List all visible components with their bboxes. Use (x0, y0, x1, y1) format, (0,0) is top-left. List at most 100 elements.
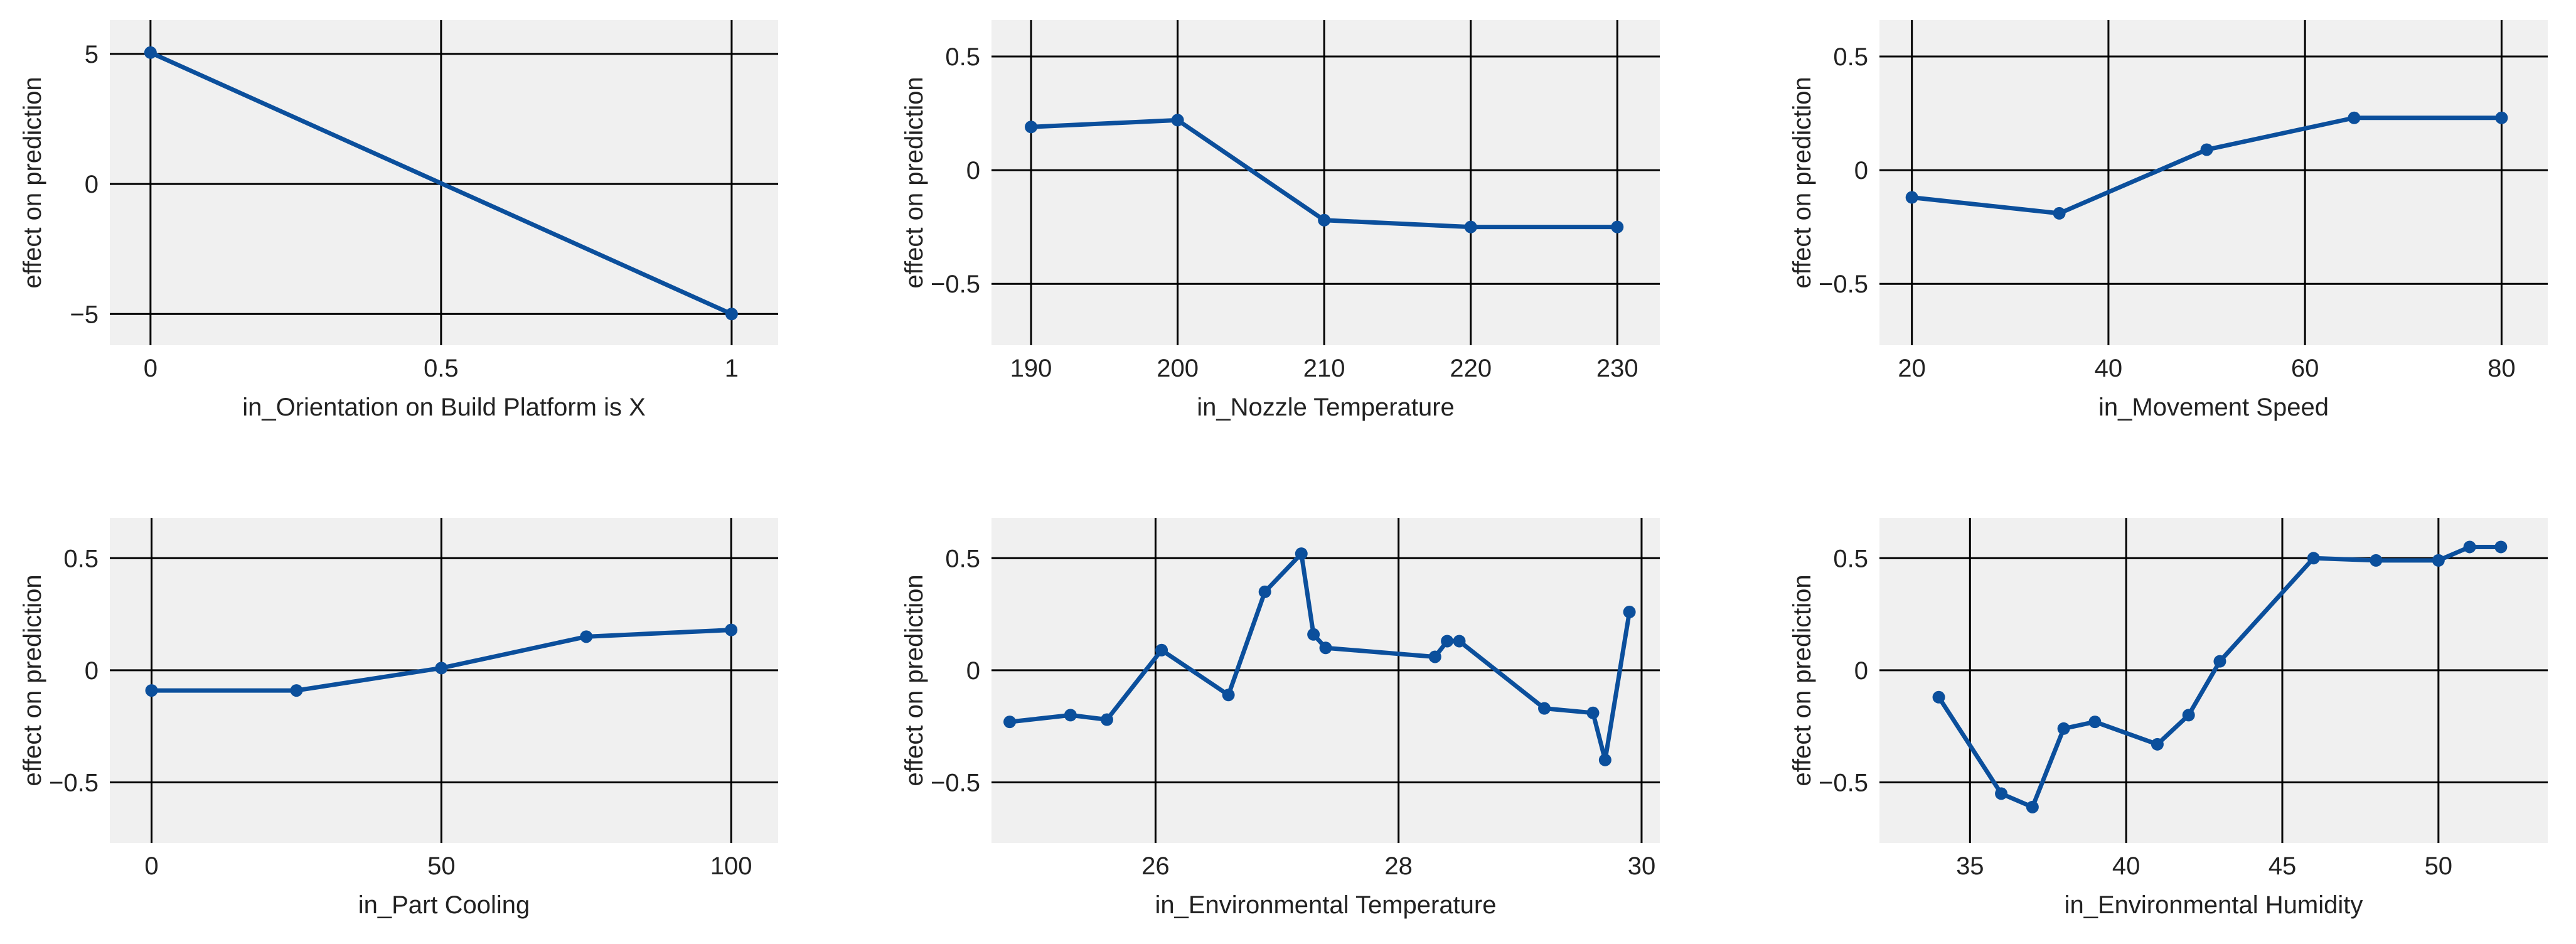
data-point (1598, 753, 1611, 766)
y-tick-label: 0.5 (945, 43, 980, 71)
subplot-3: 20 40 60 80 −0.5 0 0.5 in_Movement Speed effect … (1788, 20, 2548, 421)
subplot-1: 0 0.5 1 −5 0 5 in_Orientation on Build Platfor… (19, 20, 778, 421)
data-point (1932, 690, 1945, 704)
x-tick-label: 50 (2425, 852, 2453, 880)
plot-area (991, 518, 1660, 843)
data-point (2200, 143, 2213, 156)
x-tick-label: 1 (725, 355, 739, 382)
y-tick-label: 0 (85, 657, 99, 685)
x-tick-label: 100 (710, 852, 752, 880)
data-point (1428, 650, 1441, 663)
data-point (2053, 206, 2066, 220)
data-point (1025, 121, 1038, 134)
data-point (1464, 220, 1477, 233)
data-point (1064, 709, 1077, 722)
x-tick-label: 40 (2095, 355, 2123, 382)
subplot-2: 190 200 210 220 230 −0.5 0 0.5 in_Nozzle Tempera… (901, 20, 1660, 421)
data-point (1222, 689, 1235, 702)
data-point (2182, 709, 2195, 722)
x-axis-label: in_Environmental Humidity (2065, 891, 2363, 919)
data-point (145, 684, 158, 697)
y-tick-label: −0.5 (1819, 770, 1868, 797)
y-tick-label: −0.5 (49, 770, 99, 797)
y-tick-label: 0.5 (945, 545, 980, 572)
data-point (2026, 800, 2039, 813)
y-tick-label: 0 (1854, 657, 1868, 685)
y-tick-label: 0 (966, 657, 980, 685)
data-point (1905, 191, 1918, 204)
y-axis-label: effect on prediction (19, 77, 46, 288)
data-point (2307, 552, 2320, 565)
data-point (2494, 540, 2508, 554)
data-point (1003, 716, 1017, 729)
data-point (2057, 722, 2070, 735)
data-point (144, 46, 157, 59)
x-tick-label: 0 (144, 355, 158, 382)
x-tick-label: 210 (1303, 355, 1345, 382)
y-tick-label: 0 (966, 157, 980, 185)
x-tick-label: 190 (1010, 355, 1052, 382)
y-axis-label: effect on prediction (901, 77, 928, 288)
data-point (2088, 716, 2102, 729)
data-point (2151, 738, 2164, 751)
x-tick-label: 200 (1157, 355, 1199, 382)
y-axis-label: effect on prediction (1788, 574, 1816, 786)
series-line (148, 50, 734, 316)
data-point (2370, 554, 2383, 567)
data-point (435, 662, 448, 675)
data-point (2213, 655, 2226, 668)
data-point (2432, 554, 2445, 567)
plot-area (991, 20, 1660, 345)
x-tick-label: 80 (2488, 355, 2516, 382)
data-point (1318, 213, 1331, 227)
data-point (1453, 635, 1466, 648)
x-axis-label: in_Movement Speed (2098, 394, 2329, 421)
series-line (1007, 551, 1632, 763)
x-tick-label: 26 (1141, 852, 1170, 880)
y-tick-label: 0.5 (1833, 43, 1868, 71)
y-axis-label: effect on prediction (901, 574, 928, 786)
subplot-6: 35 40 45 50 −0.5 0 0.5 in_Environmental Humidit… (1788, 518, 2548, 919)
data-point (1258, 585, 1271, 598)
data-point (2495, 111, 2508, 124)
plot-area (1879, 518, 2548, 843)
y-tick-label: 0 (1854, 157, 1868, 185)
y-tick-label: −5 (70, 301, 99, 328)
x-tick-label: 28 (1384, 852, 1413, 880)
x-tick-label: 0 (144, 852, 158, 880)
y-tick-label: 5 (85, 41, 99, 68)
data-point (725, 308, 738, 321)
data-point (725, 623, 738, 636)
x-tick-label: 45 (2269, 852, 2297, 880)
data-point (1307, 628, 1320, 641)
x-tick-label: 20 (1898, 355, 1926, 382)
y-tick-label: −0.5 (931, 770, 980, 797)
x-axis-label: in_Nozzle Temperature (1197, 394, 1455, 421)
data-point (1155, 643, 1168, 657)
subplot-4: 0 50 100 −0.5 0 0.5 in_Part Cooling effect on p… (19, 518, 778, 919)
x-tick-label: 30 (1628, 852, 1656, 880)
data-point (290, 684, 303, 697)
data-point (2348, 111, 2361, 124)
x-axis-label: in_Part Cooling (358, 891, 530, 919)
data-point (1538, 702, 1551, 715)
x-tick-label: 220 (1450, 355, 1492, 382)
y-axis-label: effect on prediction (1788, 77, 1816, 288)
data-point (1100, 713, 1113, 726)
data-point (1319, 641, 1332, 655)
x-tick-label: 230 (1596, 355, 1638, 382)
y-tick-label: −0.5 (1819, 271, 1868, 298)
y-tick-label: 0.5 (63, 545, 99, 572)
x-tick-label: 0.5 (424, 355, 459, 382)
subplots-grid: 0 0.5 1 −5 0 5 in_Orientation on Build Platfor… (19, 20, 2548, 919)
data-point (2463, 540, 2476, 554)
data-point (580, 630, 593, 643)
data-point (1441, 635, 1454, 648)
data-point (1586, 706, 1600, 719)
x-tick-label: 35 (1956, 852, 1984, 880)
data-point (1295, 547, 1308, 560)
y-tick-label: 0.5 (1833, 545, 1868, 572)
y-axis-label: effect on prediction (19, 574, 46, 786)
x-tick-label: 40 (2112, 852, 2140, 880)
